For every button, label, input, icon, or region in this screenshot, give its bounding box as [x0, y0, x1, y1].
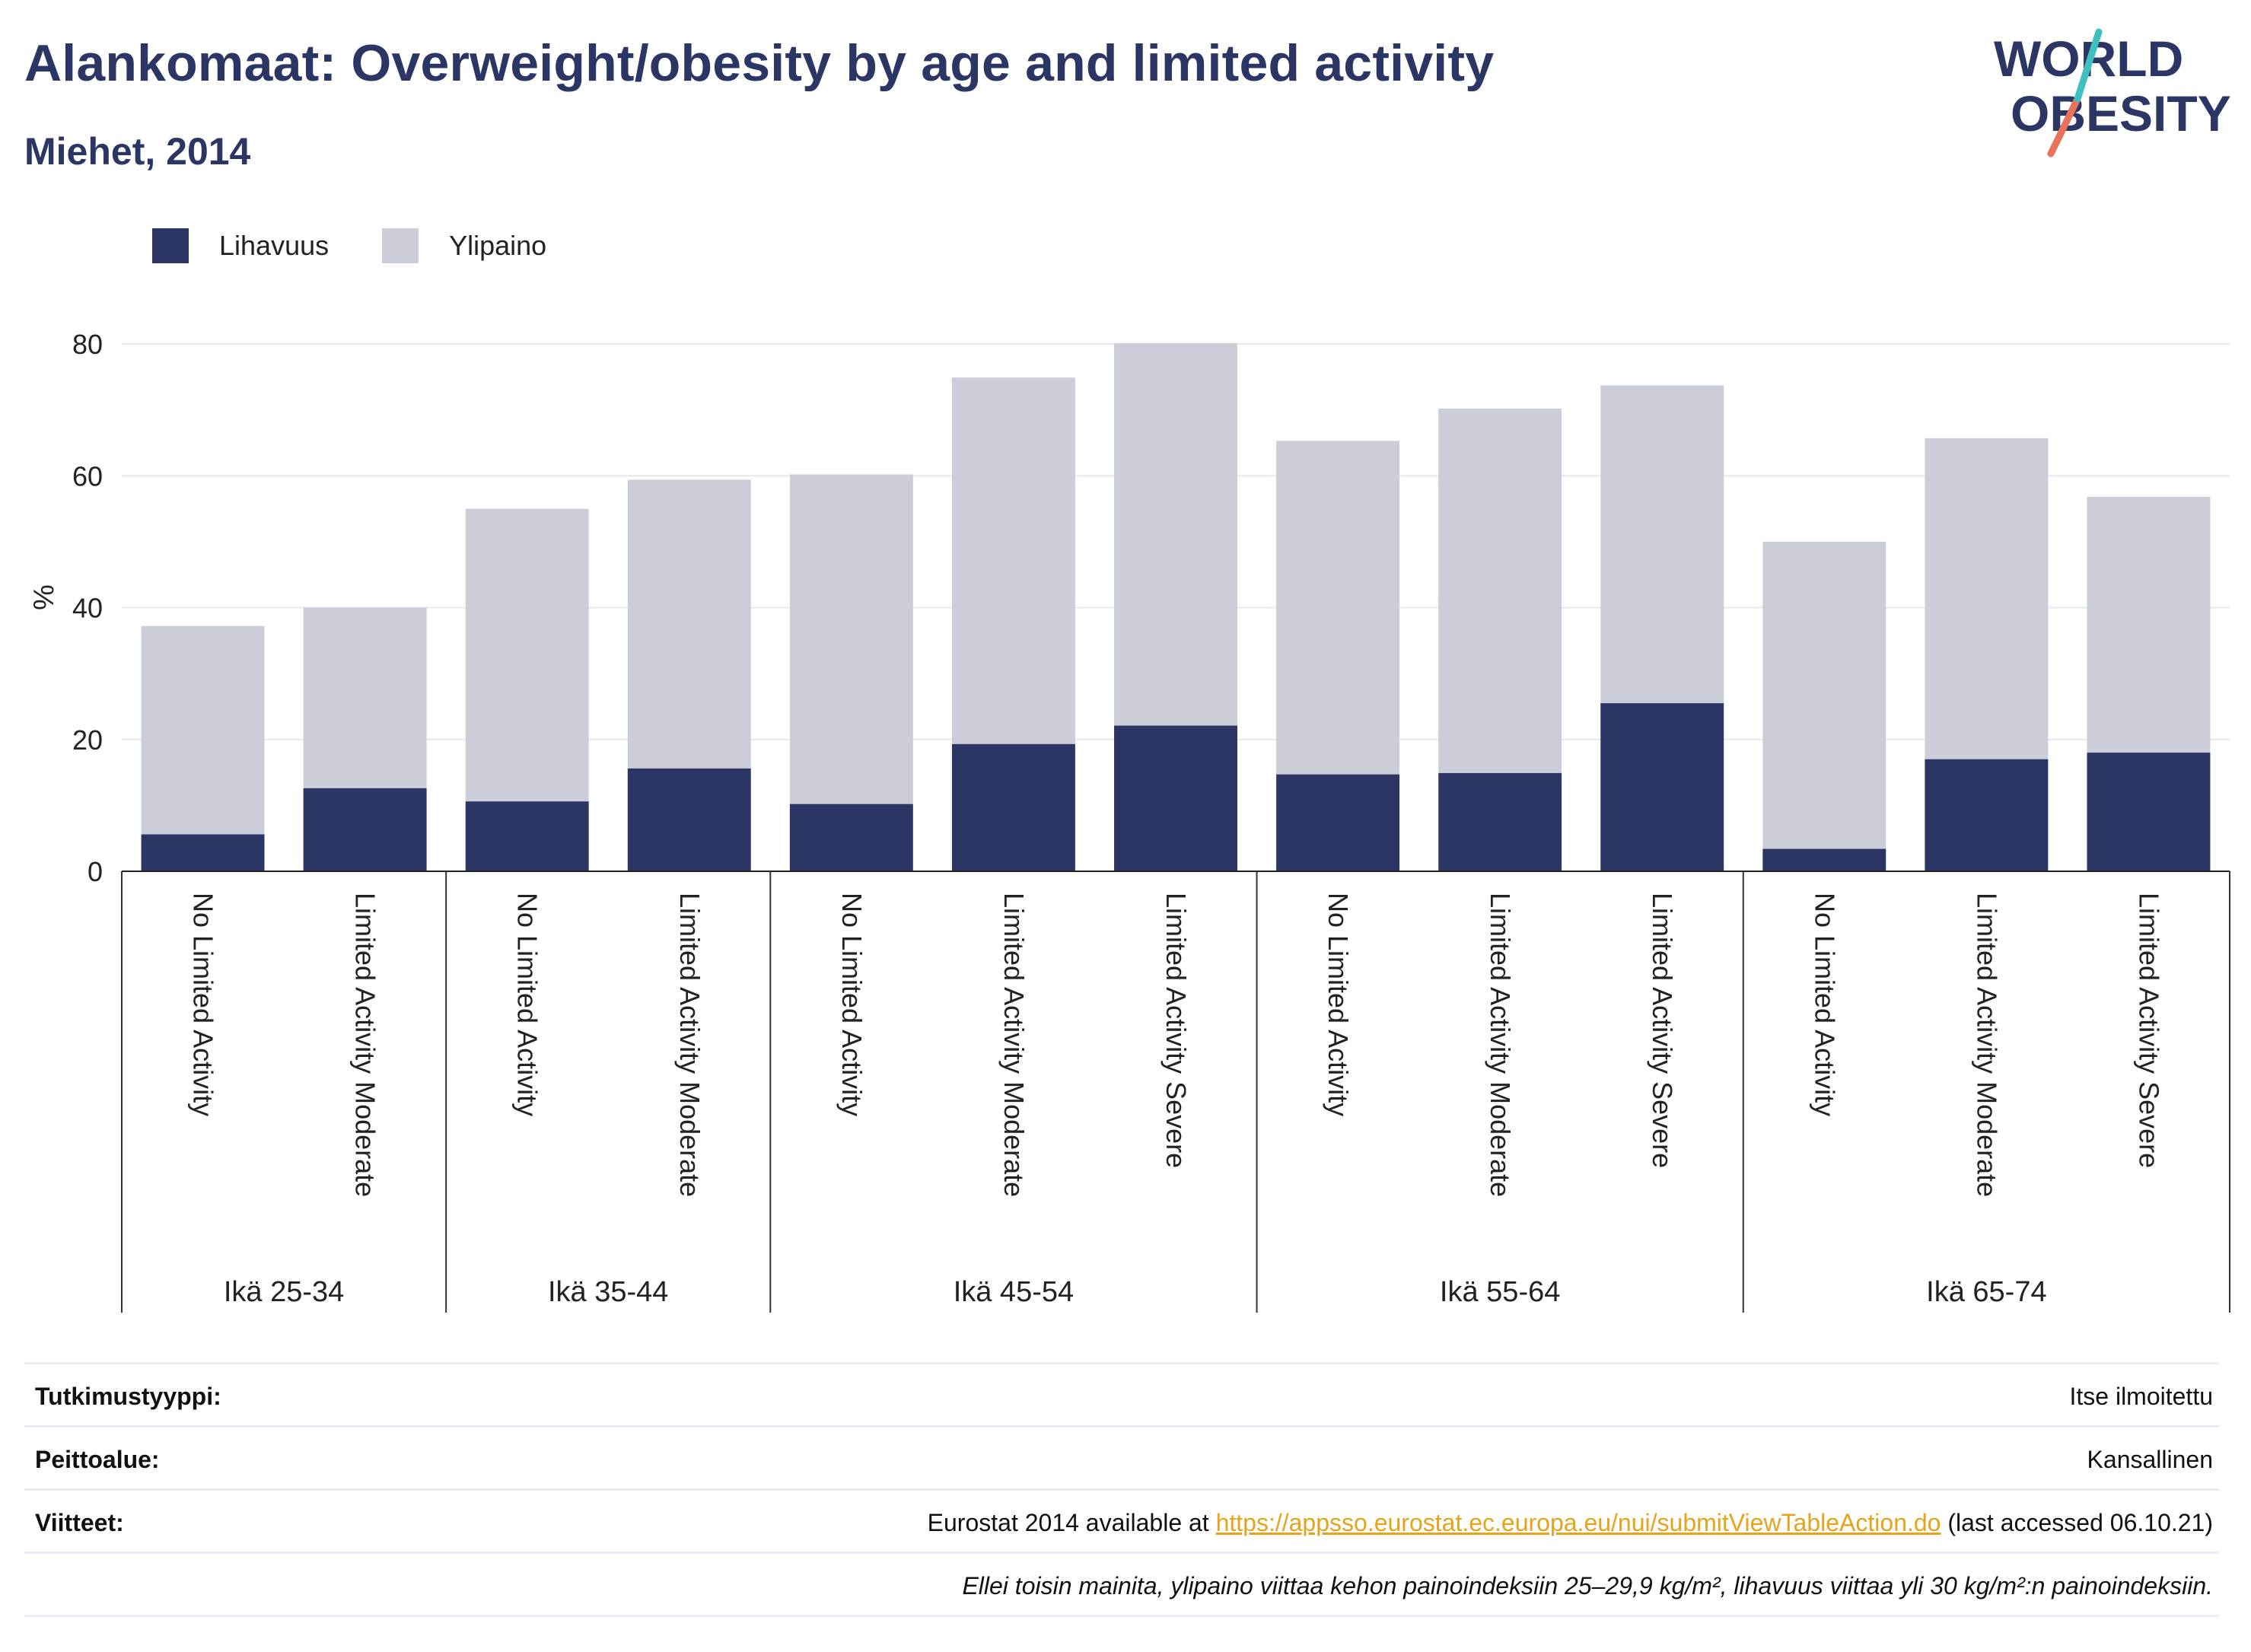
legend-swatch-overweight: [382, 228, 419, 263]
bar-overweight: [1438, 408, 1562, 773]
bar-obesity: [1925, 759, 2049, 871]
y-tick-label: 40: [72, 593, 103, 624]
logo-slash-teal: [2074, 28, 2103, 103]
y-tick-label: 60: [72, 460, 103, 492]
bar-overweight: [951, 377, 1075, 744]
meta-row-study-type: Tutkimustyyppi: Itse ilmoitettu: [24, 1362, 2219, 1425]
bar-overweight: [1114, 343, 1237, 726]
meta-value: Eurostat 2014 available at https://appss…: [928, 1509, 2213, 1537]
x-tick-label: No Limited Activity: [188, 893, 219, 1116]
group-label: Ikä 65-74: [1926, 1276, 2046, 1308]
meta-key: Viitteet:: [35, 1509, 124, 1536]
reference-link[interactable]: https://appsso.eurostat.ec.europa.eu/nui…: [1215, 1509, 1941, 1536]
reference-prefix: Eurostat 2014 available at: [927, 1509, 1216, 1536]
world-obesity-logo: WORLD OBESITY: [1994, 28, 2231, 158]
x-tick-label: No Limited Activity: [1323, 893, 1354, 1116]
chart-subtitle: Miehet, 2014: [24, 130, 251, 173]
legend-swatch-obesity: [152, 228, 189, 263]
y-axis-label: %: [28, 584, 60, 610]
x-tick-label: Limited Activity Moderate: [350, 893, 381, 1197]
legend: Lihavuus Ylipaino: [152, 227, 600, 265]
x-tick-label: Limited Activity Severe: [2133, 893, 2164, 1168]
bar-overweight: [2087, 496, 2211, 753]
bar-overweight: [1762, 541, 1886, 849]
bar-overweight: [627, 479, 751, 769]
logo-line2: OBESITY: [2011, 85, 2231, 142]
bar-overweight: [141, 625, 265, 835]
bar-overweight: [465, 508, 589, 802]
definition-note: Ellei toisin mainita, ylipaino viittaa k…: [962, 1572, 2213, 1599]
x-tick-label: Limited Activity Moderate: [1485, 893, 1516, 1197]
bar-obesity: [1276, 774, 1400, 871]
meta-value: Itse ilmoitettu: [2069, 1383, 2213, 1410]
group-label: Ikä 55-64: [1440, 1276, 1560, 1308]
group-label: Ikä 25-34: [224, 1276, 344, 1308]
meta-row-coverage: Peittoalue: Kansallinen: [24, 1425, 2219, 1488]
legend-item-overweight[interactable]: Ylipaino: [382, 228, 546, 263]
bar-overweight: [1276, 441, 1400, 775]
meta-row-note: Ellei toisin mainita, ylipaino viittaa k…: [24, 1552, 2219, 1617]
y-tick-label: 20: [72, 724, 103, 756]
meta-key: Tutkimustyyppi:: [35, 1383, 221, 1410]
bar-obesity: [2087, 753, 2211, 871]
meta-row-references: Viitteet: Eurostat 2014 available at htt…: [24, 1488, 2219, 1552]
x-tick-label: No Limited Activity: [1809, 893, 1840, 1116]
legend-label-obesity: Lihavuus: [219, 230, 330, 261]
y-tick-label: 0: [88, 856, 103, 887]
x-tick-label: Limited Activity Moderate: [1971, 893, 2002, 1197]
reference-suffix: (last accessed 06.10.21): [1941, 1509, 2213, 1536]
bar-obesity: [1762, 848, 1886, 871]
bar-obesity: [303, 788, 427, 871]
bar-overweight: [1600, 385, 1724, 704]
meta-value: Kansallinen: [2087, 1446, 2213, 1473]
group-label: Ikä 35-44: [548, 1276, 668, 1308]
meta-key: Peittoalue:: [35, 1446, 160, 1473]
metadata-table: Tutkimustyyppi: Itse ilmoitettu Peittoal…: [24, 1362, 2219, 1617]
bar-overweight: [789, 474, 913, 804]
bar-obesity: [1600, 703, 1724, 871]
x-tick-label: No Limited Activity: [512, 893, 543, 1116]
y-tick-label: 80: [72, 329, 103, 360]
legend-label-overweight: Ylipaino: [449, 230, 547, 261]
x-tick-label: Limited Activity Severe: [1647, 893, 1678, 1168]
bar-overweight: [303, 607, 427, 788]
x-tick-label: Limited Activity Severe: [1161, 893, 1192, 1168]
chart-title: Alankomaat: Overweight/obesity by age an…: [24, 34, 1495, 92]
x-tick-label: No Limited Activity: [836, 893, 868, 1116]
bar-obesity: [789, 804, 913, 871]
bar-obesity: [1114, 725, 1237, 871]
bar-obesity: [951, 743, 1075, 871]
legend-item-obesity[interactable]: Lihavuus: [152, 228, 329, 263]
bar-obesity: [141, 834, 265, 871]
bar-overweight: [1925, 438, 2049, 759]
x-tick-label: Limited Activity Moderate: [674, 893, 705, 1197]
x-tick-label: Limited Activity Moderate: [998, 893, 1030, 1197]
logo-slash-red: [2047, 95, 2081, 158]
bar-obesity: [1438, 772, 1562, 871]
bar-obesity: [465, 801, 589, 871]
bar-obesity: [627, 768, 751, 871]
group-label: Ikä 45-54: [954, 1276, 1074, 1308]
stacked-bar-chart: 0 20 40 60 80% No Limited Activity Limited Act…: [28, 329, 2230, 1313]
